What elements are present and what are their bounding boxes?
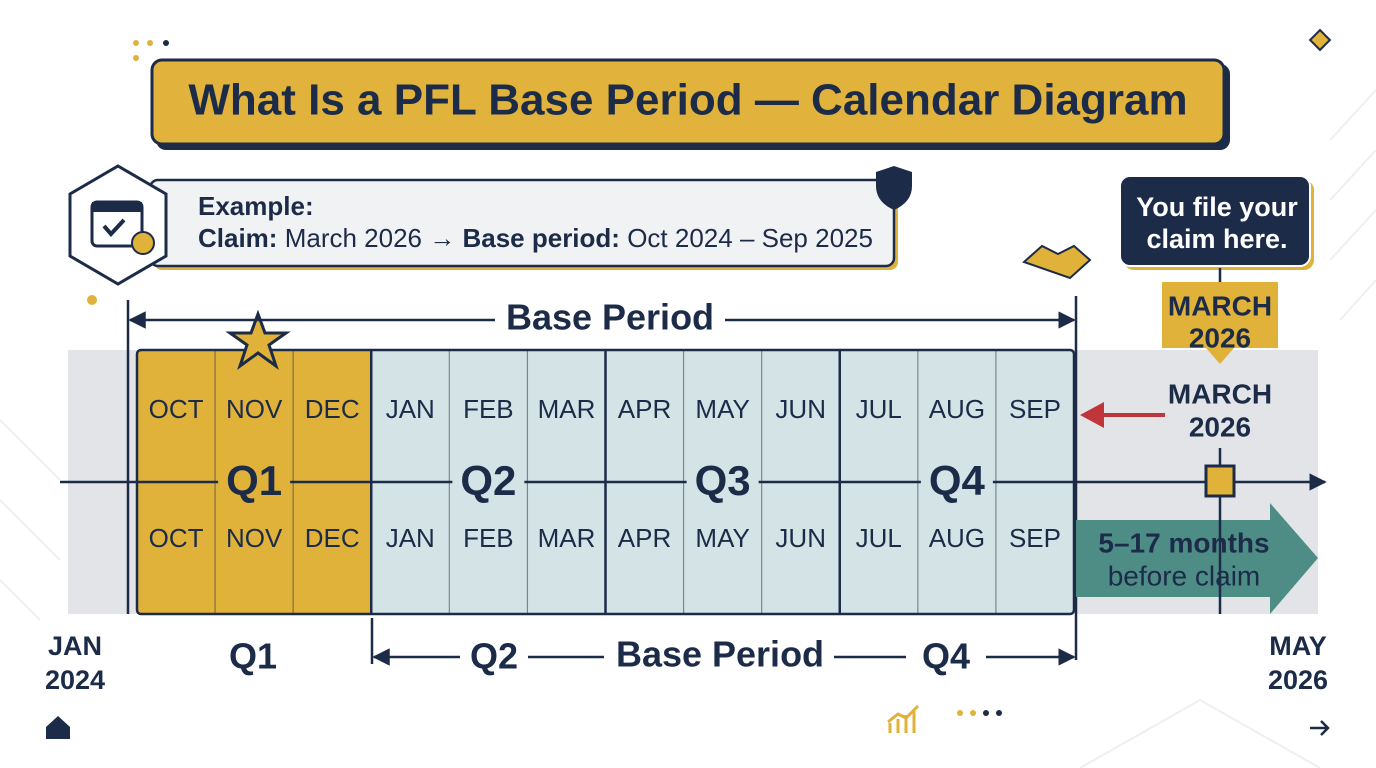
callout-line: You file your	[1136, 192, 1298, 222]
month-label: JUN	[775, 523, 826, 553]
base-value: Oct 2024 – Sep 2025	[627, 223, 873, 253]
axis-end-month: MAY	[1269, 631, 1327, 661]
month-label: FEB	[463, 523, 514, 553]
claim-value: March 2026 →	[285, 223, 456, 253]
callout-box	[1119, 175, 1311, 267]
claim-marker-month: MARCH	[1168, 378, 1272, 409]
month-label: MAY	[695, 523, 749, 553]
example-line: Claim: March 2026 → Base period: Oct 202…	[198, 223, 873, 253]
quarter-label: Q3	[695, 457, 751, 504]
month-label: APR	[618, 523, 671, 553]
claim-badge-month: MARCH	[1168, 290, 1272, 321]
month-label: AUG	[929, 523, 985, 553]
quarter-label-bg	[686, 462, 759, 502]
quarter-label-bg	[218, 462, 291, 502]
title: What Is a PFL Base Period — Calendar Dia…	[188, 76, 1187, 125]
axis-start-year: 2024	[45, 665, 105, 695]
month-label: MAR	[538, 523, 596, 553]
calendar-icon	[90, 200, 155, 255]
bottom-bracket-label: Base Period	[616, 634, 824, 675]
month-label: MAY	[695, 394, 749, 424]
month-label: AUG	[929, 394, 985, 424]
month-label: NOV	[226, 523, 283, 553]
month-label: JUN	[775, 394, 826, 424]
example-heading: Example:	[198, 191, 314, 221]
month-label: FEB	[463, 394, 514, 424]
claim-marker-year: 2026	[1189, 411, 1251, 442]
lookback-arrow	[1076, 503, 1318, 614]
quarter-label: Q4	[929, 457, 986, 504]
month-label: JAN	[386, 523, 435, 553]
base-label: Base period:	[462, 223, 620, 253]
month-label: JUL	[856, 523, 902, 553]
month-label: JAN	[386, 394, 435, 424]
claim-label: Claim:	[198, 223, 277, 253]
axis-start-month: JAN	[48, 631, 102, 661]
bottom-q2: Q2	[470, 636, 518, 677]
top-bracket-label: Base Period	[506, 297, 714, 338]
month-label: MAR	[538, 394, 596, 424]
diamond	[1308, 28, 1332, 52]
month-label: OCT	[149, 523, 204, 553]
month-label: SEP	[1009, 523, 1061, 553]
star-icon	[225, 309, 291, 370]
month-label: DEC	[305, 394, 360, 424]
axis-end-year: 2026	[1268, 665, 1328, 695]
month-label: NOV	[226, 394, 283, 424]
lookback-line: before claim	[1108, 560, 1261, 591]
month-label: SEP	[1009, 394, 1061, 424]
quarter-label: Q2	[460, 457, 516, 504]
handshake-icon	[1022, 244, 1092, 280]
chart-icon	[887, 704, 920, 733]
quarter-label-bg	[452, 462, 525, 502]
callout-line: claim here.	[1146, 224, 1287, 254]
quarter-label: Q1	[226, 457, 282, 504]
bottom-q4: Q4	[922, 636, 970, 677]
claim-badge-year: 2026	[1189, 322, 1251, 353]
month-label: JUL	[856, 394, 902, 424]
next-icon	[1310, 720, 1330, 736]
claim-marker	[1204, 464, 1236, 498]
claim-pointer-head	[1080, 402, 1104, 428]
bottom-q1: Q1	[229, 636, 277, 677]
month-label: OCT	[149, 394, 204, 424]
title-box	[150, 58, 1226, 146]
background-decor	[0, 89, 1376, 768]
home-icon	[46, 716, 70, 739]
dots	[87, 40, 1002, 716]
shield-icon	[876, 166, 912, 210]
lookback-line: 5–17 months	[1098, 527, 1269, 558]
claim-badge	[1162, 282, 1278, 364]
quarter-label-bg	[920, 462, 993, 502]
month-label: APR	[618, 394, 671, 424]
month-label: DEC	[305, 523, 360, 553]
